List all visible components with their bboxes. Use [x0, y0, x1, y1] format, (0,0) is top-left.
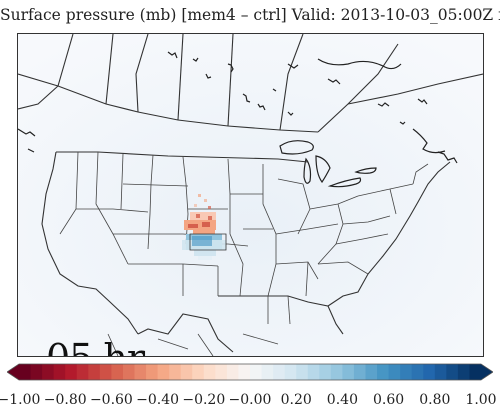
colorbar-tick-label: 0.40	[326, 392, 358, 408]
negative-anomaly-region	[184, 194, 216, 234]
colorbar-extend-min	[7, 364, 19, 380]
colorbar-segment	[157, 364, 170, 380]
colorbar-segment	[19, 364, 32, 380]
colorbar-segment	[99, 364, 112, 380]
colorbar-tick-label: −0.60	[89, 392, 133, 408]
colorbar-segment	[296, 364, 309, 380]
colorbar-segment	[180, 364, 193, 380]
colorbar	[7, 360, 493, 386]
colorbar-segment	[169, 364, 182, 380]
colorbar-segment	[273, 364, 286, 380]
colorbar-segment	[423, 364, 436, 380]
colorbar-segment	[30, 364, 43, 380]
colorbar-segment	[203, 364, 216, 380]
colorbar-segment	[284, 364, 297, 380]
colorbar-segment	[76, 364, 89, 380]
anomaly-box-outline	[189, 233, 227, 251]
colorbar-tick-label: −0.00	[228, 392, 272, 408]
colorbar-segment	[411, 364, 424, 380]
colorbar-segment	[215, 364, 228, 380]
colorbar-segment	[226, 364, 239, 380]
colorbar-segment	[111, 364, 124, 380]
mexico-boundaries	[107, 333, 279, 356]
positive-anomaly-region	[182, 234, 226, 260]
colorbar-segment	[377, 364, 390, 380]
state-boundaries	[59, 151, 429, 325]
colorbar-segment	[192, 364, 205, 380]
forecast-hour-label: 05 hr	[46, 336, 145, 356]
colorbar-segment	[469, 364, 482, 380]
colorbar-segment	[446, 364, 459, 380]
colorbar-segment	[122, 364, 135, 380]
colorbar-segment	[353, 364, 366, 380]
colorbar-tick-labels: −1.00 −0.80 −0.60 −0.40 −0.20 −0.00 0.20 0.40 0.…	[0, 392, 500, 412]
colorbar-tick-label: 0.60	[373, 392, 405, 408]
colorbar-segment	[319, 364, 332, 380]
colorbar-extend-max	[481, 364, 493, 380]
colorbar-graphic	[7, 363, 493, 381]
colorbar-segment	[88, 364, 101, 380]
northern-coastline	[18, 51, 458, 164]
colorbar-tick-label: −0.80	[43, 392, 87, 408]
colorbar-tick-label: 0.20	[280, 392, 312, 408]
colorbar-segment	[434, 364, 447, 380]
colorbar-tick-label: 0.80	[419, 392, 451, 408]
colorbar-segment	[457, 364, 470, 380]
colorbar-segment	[342, 364, 355, 380]
map-panel: 05 hr	[17, 33, 484, 357]
us-outline	[41, 151, 451, 353]
colorbar-segment	[53, 364, 66, 380]
colorbar-segment	[134, 364, 147, 380]
colorbar-segment	[400, 364, 413, 380]
colorbar-tick-label: −0.20	[182, 392, 226, 408]
field-background	[18, 34, 483, 356]
colorbar-segment	[42, 364, 55, 380]
colorbar-segment	[307, 364, 320, 380]
map-canvas	[18, 34, 483, 356]
colorbar-border	[7, 363, 493, 381]
map-title: Surface pressure (mb) [mem4 – ctrl] Vali…	[0, 6, 500, 24]
colorbar-segment	[65, 364, 78, 380]
colorbar-tick-label: 1.00	[465, 392, 497, 408]
canada-boundaries	[18, 34, 483, 133]
colorbar-segment	[238, 364, 251, 380]
colorbar-segment	[388, 364, 401, 380]
colorbar-segment	[250, 364, 263, 380]
colorbar-segment	[146, 364, 159, 380]
colorbar-segment	[365, 364, 378, 380]
great-lakes	[279, 140, 377, 188]
colorbar-tick-label: −1.00	[0, 392, 41, 408]
colorbar-segment	[261, 364, 274, 380]
colorbar-segment	[330, 364, 343, 380]
colorbar-tick-label: −0.40	[136, 392, 180, 408]
